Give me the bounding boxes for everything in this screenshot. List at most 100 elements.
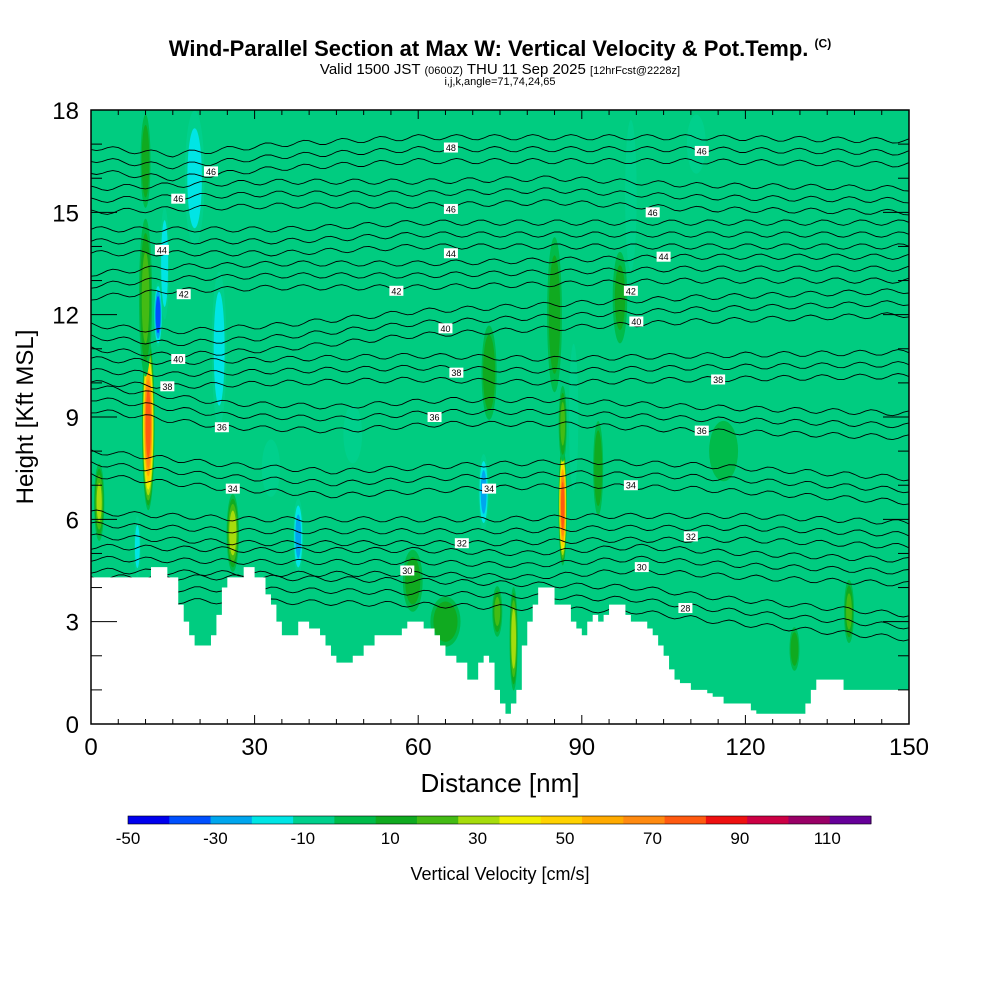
- velocity-feature-downdraft-near-88nm: [568, 343, 579, 491]
- contour-label-box: [656, 251, 671, 262]
- contour-label: 38: [162, 382, 172, 392]
- colorbar-swatch: [623, 816, 666, 824]
- contour-label-box: [482, 483, 497, 494]
- velocity-band: [433, 601, 458, 642]
- velocity-feature-updraft-near-65nm: [430, 596, 461, 647]
- contour-label: 42: [179, 290, 189, 300]
- velocity-band: [709, 420, 739, 482]
- velocity-band: [405, 557, 421, 605]
- y-axis-label: Height [Kft MSL]: [12, 330, 39, 505]
- velocity-feature-downdraft-near-48nm: [343, 404, 363, 464]
- y-tick-label: 6: [66, 507, 79, 534]
- y-tick-label: 9: [66, 405, 79, 432]
- contour-label: 48: [446, 143, 456, 153]
- contour-label-box: [449, 367, 464, 378]
- velocity-band: [155, 295, 161, 334]
- contour-label: 46: [173, 194, 183, 204]
- chart-subtitle: Valid 1500 JST (0600Z) THU 11 Sep 2025 […: [0, 61, 1000, 78]
- contour-label: 34: [626, 481, 636, 491]
- theta-contour-minor: [91, 288, 909, 335]
- velocity-feature-updraft-near-2nm: [94, 463, 105, 541]
- contour-label-box: [171, 193, 186, 204]
- theta-contour-minor: [91, 449, 909, 482]
- velocity-band: [187, 128, 202, 229]
- velocity-band: [483, 334, 496, 411]
- theta-contour-minor: [91, 461, 909, 494]
- velocity-feature-updraft-near-139nm: [843, 579, 855, 644]
- contour-label-box: [427, 412, 442, 422]
- contour-label: 28: [680, 604, 690, 614]
- y-tick-label: 3: [66, 610, 79, 637]
- velocity-band: [846, 593, 852, 630]
- velocity-feature-downdraft-near-99nm: [625, 119, 637, 271]
- contour-label-box: [634, 562, 649, 573]
- colorbar-swatch: [128, 816, 170, 824]
- contour-label-box: [694, 145, 709, 156]
- colorbar-swatch: [458, 816, 500, 824]
- colorbar: -50 -30 -10 10 30 50 70 90 110 Vertical Velocity …: [116, 815, 872, 884]
- theta-contour-minor: [91, 300, 909, 347]
- contour-label-box: [443, 142, 458, 153]
- x-tick-label: 0: [84, 734, 97, 761]
- velocity-feature-downdraft-near-38nm: [293, 498, 304, 575]
- grid-indices: i,j,k,angle=71,74,24,65: [444, 76, 556, 88]
- theta-contour-48: [91, 157, 909, 182]
- contour-label-box: [400, 565, 415, 576]
- terrain-mask: [91, 567, 909, 724]
- contour-label: 46: [648, 208, 658, 218]
- contour-label: 32: [686, 532, 696, 542]
- contour-label: 42: [391, 286, 401, 296]
- contour-label-box: [171, 354, 186, 365]
- theta-contours: [91, 134, 909, 642]
- colorbar-tick-label: 30: [468, 829, 487, 848]
- colorbar-tick-label: 110: [814, 829, 841, 848]
- colorbar-tick-label: -50: [116, 829, 141, 848]
- valid-time: Valid 1500 JST: [319, 61, 421, 78]
- contour-label-box: [694, 425, 709, 436]
- x-tick-label: 150: [889, 734, 929, 761]
- theta-contour-minor: [91, 134, 909, 158]
- contour-label: 32: [457, 539, 467, 549]
- copyright-mark: (C): [814, 36, 832, 51]
- velocity-feature-downdraft-near-33nm: [261, 439, 281, 497]
- theta-contour-minor: [91, 555, 909, 575]
- contour-label: 38: [713, 375, 723, 385]
- theta-contour-minor: [91, 219, 909, 233]
- theta-contour-minor: [91, 231, 909, 245]
- contour-label-box: [623, 285, 638, 296]
- contour-label-box: [176, 289, 191, 300]
- velocity-feature-downdraft-near-111nm: [686, 114, 706, 174]
- colorbar-swatch: [582, 816, 624, 824]
- theta-contour-42: [91, 277, 909, 301]
- theta-contour-32: [91, 533, 909, 549]
- velocity-feature-downdraft-near-12nm: [153, 282, 163, 348]
- colorbar-swatch: [788, 816, 831, 824]
- velocity-band: [96, 482, 102, 522]
- colorbar-label: Vertical Velocity [cm/s]: [410, 864, 589, 884]
- colorbar-swatch: [747, 816, 789, 824]
- velocity-feature-updraft-near-93nm: [593, 421, 604, 516]
- contour-label: 40: [173, 355, 183, 365]
- y-tick-label: 12: [52, 303, 79, 330]
- colorbar-tick-label: 10: [381, 829, 400, 848]
- x-tick-label: 30: [241, 734, 268, 761]
- plot-area: 48 46 46 46 46 46 44 44 44 42 42 42 40 40 40 38 38 38 36 36…: [91, 110, 909, 724]
- contour-label: 38: [451, 368, 461, 378]
- velocity-band: [594, 430, 603, 506]
- velocity-band: [560, 401, 566, 446]
- velocity-feature-updraft-core-west: [141, 337, 155, 511]
- contour-label: 44: [157, 245, 167, 255]
- contour-label-box: [683, 531, 698, 542]
- colorbar-swatch: [210, 816, 253, 824]
- contour-label-box: [645, 207, 660, 218]
- velocity-band: [625, 119, 637, 271]
- y-tick-label: 18: [52, 98, 79, 125]
- valid-date: THU 11 Sep 2025: [466, 61, 586, 78]
- contour-label: 42: [626, 286, 636, 296]
- colorbar-tick-label: -10: [291, 829, 316, 848]
- velocity-band: [141, 124, 150, 198]
- velocity-feature-updraft-core-east: [558, 445, 567, 566]
